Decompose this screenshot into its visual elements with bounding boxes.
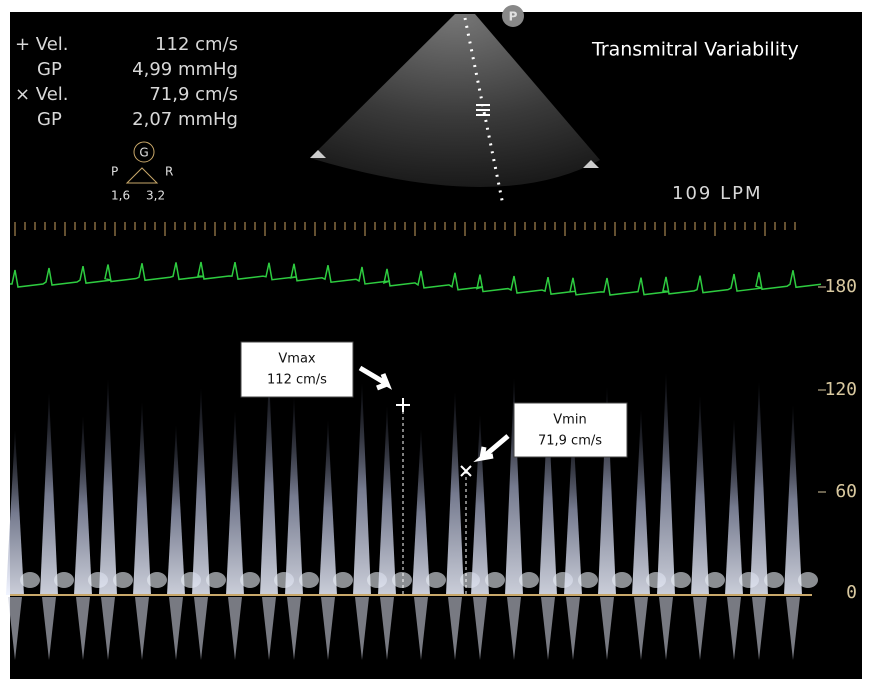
vmin-box: Vmin 71,9 cm/s bbox=[514, 403, 627, 457]
measure-value: 71,9 cm/s bbox=[149, 84, 238, 105]
scale-label: 0 bbox=[846, 582, 857, 603]
spectral-blob bbox=[299, 572, 319, 588]
vmax-value: 112 cm/s bbox=[267, 373, 327, 388]
measure-label: GP bbox=[37, 109, 62, 130]
spectral-blob bbox=[333, 572, 353, 588]
spectral-blob bbox=[671, 572, 691, 588]
scale-label: 120 bbox=[824, 379, 857, 400]
spectral-blob bbox=[578, 572, 598, 588]
spectral-blob bbox=[485, 572, 505, 588]
vmax-box: Vmax 112 cm/s bbox=[241, 342, 353, 397]
measure-value: 4,99 mmHg bbox=[132, 59, 238, 80]
scale-label: 60 bbox=[835, 481, 857, 502]
spectral-blob bbox=[612, 572, 632, 588]
ultrasound-screen: P + Vel.112 cm/sGP4,99 mmHg× Vel.71,9 cm… bbox=[0, 0, 876, 679]
spectral-blob bbox=[798, 572, 818, 588]
spectral-blob bbox=[113, 572, 133, 588]
measure-label: GP bbox=[37, 59, 62, 80]
spectral-blob bbox=[206, 572, 226, 588]
spectral-blob bbox=[519, 572, 539, 588]
probe-left-value: 1,6 bbox=[111, 189, 130, 203]
vmin-value: 71,9 cm/s bbox=[538, 434, 602, 449]
heart-rate: 109 LPM bbox=[672, 183, 763, 204]
measure-label: + Vel. bbox=[15, 34, 69, 55]
scale-label: 180 bbox=[824, 276, 857, 297]
probe-left: P bbox=[111, 165, 118, 179]
spectral-blob bbox=[147, 572, 167, 588]
measure-value: 112 cm/s bbox=[155, 34, 238, 55]
measure-value: 2,07 mmHg bbox=[132, 109, 238, 130]
spectral-blob bbox=[240, 572, 260, 588]
probe-gain: G bbox=[139, 146, 148, 160]
spectral-blob bbox=[54, 572, 74, 588]
spectral-blob bbox=[705, 572, 725, 588]
title: Transmitral Variability bbox=[591, 39, 799, 61]
probe-right: R bbox=[165, 165, 173, 179]
probe-right-value: 3,2 bbox=[146, 189, 165, 203]
spectral-blob bbox=[20, 572, 40, 588]
measure-label: × Vel. bbox=[15, 84, 69, 105]
marker: P bbox=[509, 10, 518, 24]
spectral-blob bbox=[426, 572, 446, 588]
spectral-blob bbox=[392, 572, 412, 588]
spectral-blob bbox=[764, 572, 784, 588]
vmin-title: Vmin bbox=[553, 413, 586, 428]
vmax-title: Vmax bbox=[278, 352, 316, 367]
